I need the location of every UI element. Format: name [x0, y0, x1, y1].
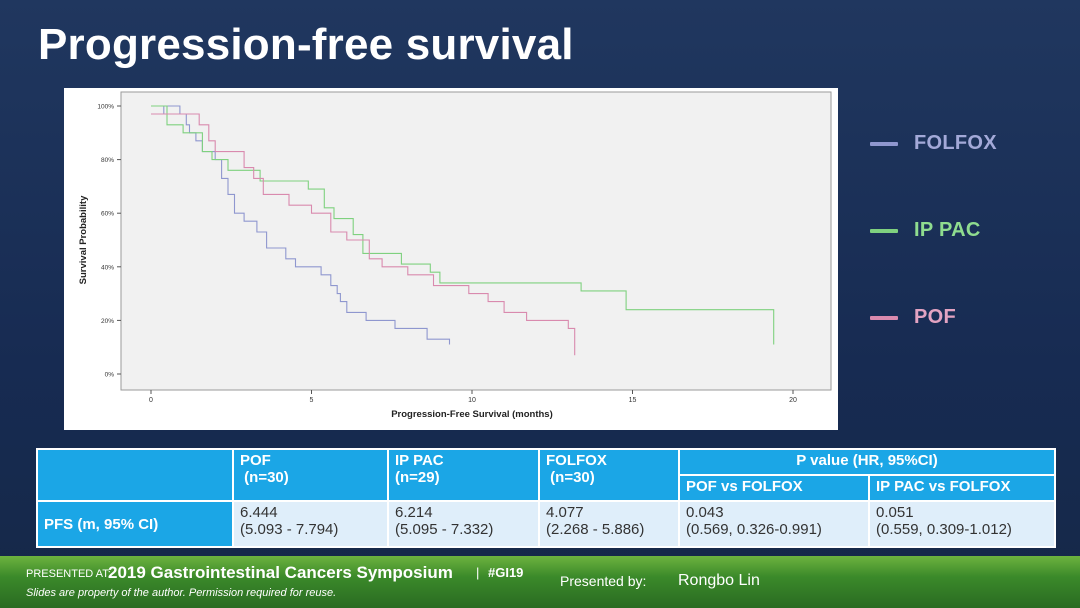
cell-pof-vs-folfox: 0.043 (0.569, 0.326-0.991)	[678, 500, 870, 548]
cell-pof-vs-p: 0.043	[686, 504, 724, 522]
km-chart-panel: 0% 20% 40% 60% 80% 100% 0 5 10 15 20 Progression-F…	[64, 88, 838, 430]
slide-title: Progression-free survival	[38, 20, 574, 69]
y-tick-label: 60%	[101, 211, 114, 218]
header-pof-name: POF	[240, 452, 271, 469]
cell-folfox-ci: (2.268 - 5.886)	[546, 521, 645, 539]
legend-swatch-pof	[870, 315, 898, 320]
plot-area	[120, 91, 832, 391]
header-pof: POF (n=30)	[232, 447, 389, 503]
cell-ippac-vs-folfox: 0.051 (0.559, 0.309-1.012)	[867, 500, 1057, 548]
x-tick-label: 20	[789, 397, 797, 404]
legend-label-folfox: FOLFOX	[914, 132, 997, 154]
table-row-pfs: PFS (m, 95% CI) 6.444 (5.093 - 7.794) 6.…	[36, 500, 1057, 548]
cell-ippac-median: 6.214	[395, 504, 433, 522]
header-folfox: FOLFOX (n=30)	[538, 447, 680, 503]
legend-swatch-ippac	[870, 228, 898, 233]
presented-by-label: Presented by:	[560, 573, 647, 589]
presented-at-label: PRESENTED AT:	[26, 568, 111, 580]
footer-separator: |	[476, 565, 480, 580]
footer-hashtag: #GI19	[488, 565, 524, 580]
table-header-row-2: POF vs FOLFOX IP PAC vs FOLFOX	[37, 474, 1057, 503]
legend-item-ippac: IP PAC	[870, 219, 981, 242]
legend-item-folfox: FOLFOX	[870, 132, 997, 155]
table-corner-cell	[36, 447, 234, 503]
cell-ippac-vs-p: 0.051	[876, 504, 914, 522]
x-axis-label: Progression-Free Survival (months)	[391, 409, 553, 420]
x-tick-label: 15	[629, 397, 637, 404]
header-ippac-vs-folfox: IP PAC vs FOLFOX	[867, 474, 1057, 503]
header-ippac-n: (n=29)	[395, 469, 440, 486]
cell-ippac-ci: (5.095 - 7.332)	[395, 521, 494, 539]
row-label-pfs: PFS (m, 95% CI)	[36, 500, 234, 548]
x-tick-label: 0	[149, 397, 153, 404]
cell-folfox: 4.077 (2.268 - 5.886)	[538, 500, 680, 548]
cell-pof-vs-hr: (0.569, 0.326-0.991)	[686, 521, 822, 539]
km-chart: 0% 20% 40% 60% 80% 100% 0 5 10 15 20 Progression-F…	[78, 91, 832, 420]
rights-notice: Slides are property of the author. Permi…	[26, 587, 337, 599]
legend-label-ippac: IP PAC	[914, 219, 981, 241]
y-tick-label: 20%	[101, 318, 114, 325]
cell-folfox-median: 4.077	[546, 504, 584, 522]
header-folfox-name: FOLFOX	[546, 452, 607, 469]
pfs-table: POF (n=30) IP PAC (n=29) FOLFOX (n=30) P…	[36, 447, 1057, 548]
x-tick-label: 5	[310, 397, 314, 404]
series-line-pof	[151, 113, 576, 356]
y-tick-label: 40%	[101, 264, 114, 271]
cell-ippac: 6.214 (5.095 - 7.332)	[387, 500, 540, 548]
header-ippac-name: IP PAC	[395, 452, 444, 469]
header-folfox-n: (n=30)	[546, 469, 595, 486]
footer-bar: PRESENTED AT: 2019 Gastrointestinal Canc…	[0, 556, 1080, 608]
legend-item-pof: POF	[870, 306, 956, 329]
presenter-name: Rongbo Lin	[678, 572, 760, 589]
cell-pof: 6.444 (5.093 - 7.794)	[232, 500, 389, 548]
cell-ippac-vs-hr: (0.559, 0.309-1.012)	[876, 521, 1012, 539]
cell-pof-ci: (5.093 - 7.794)	[240, 521, 339, 539]
header-pof-n: (n=30)	[240, 469, 289, 486]
symposium-name: 2019 Gastrointestinal Cancers Symposium	[108, 563, 453, 582]
y-tick-label: 0%	[105, 372, 115, 379]
table-header-row-1: POF (n=30) IP PAC (n=29) FOLFOX (n=30) P…	[36, 447, 1057, 503]
series-line-ip-pac	[151, 105, 775, 345]
y-tick-label: 100%	[97, 104, 114, 111]
header-pvalue: P value (HR, 95%CI)	[677, 447, 1057, 477]
legend-label-pof: POF	[914, 306, 957, 328]
y-tick-label: 80%	[101, 157, 114, 164]
x-tick-label: 10	[468, 397, 476, 404]
y-axis-label: Survival Probability	[78, 195, 89, 284]
header-pof-vs-folfox: POF vs FOLFOX	[678, 474, 870, 503]
legend-swatch-folfox	[870, 141, 898, 146]
header-ippac: IP PAC (n=29)	[387, 447, 540, 503]
cell-pof-median: 6.444	[240, 504, 278, 522]
